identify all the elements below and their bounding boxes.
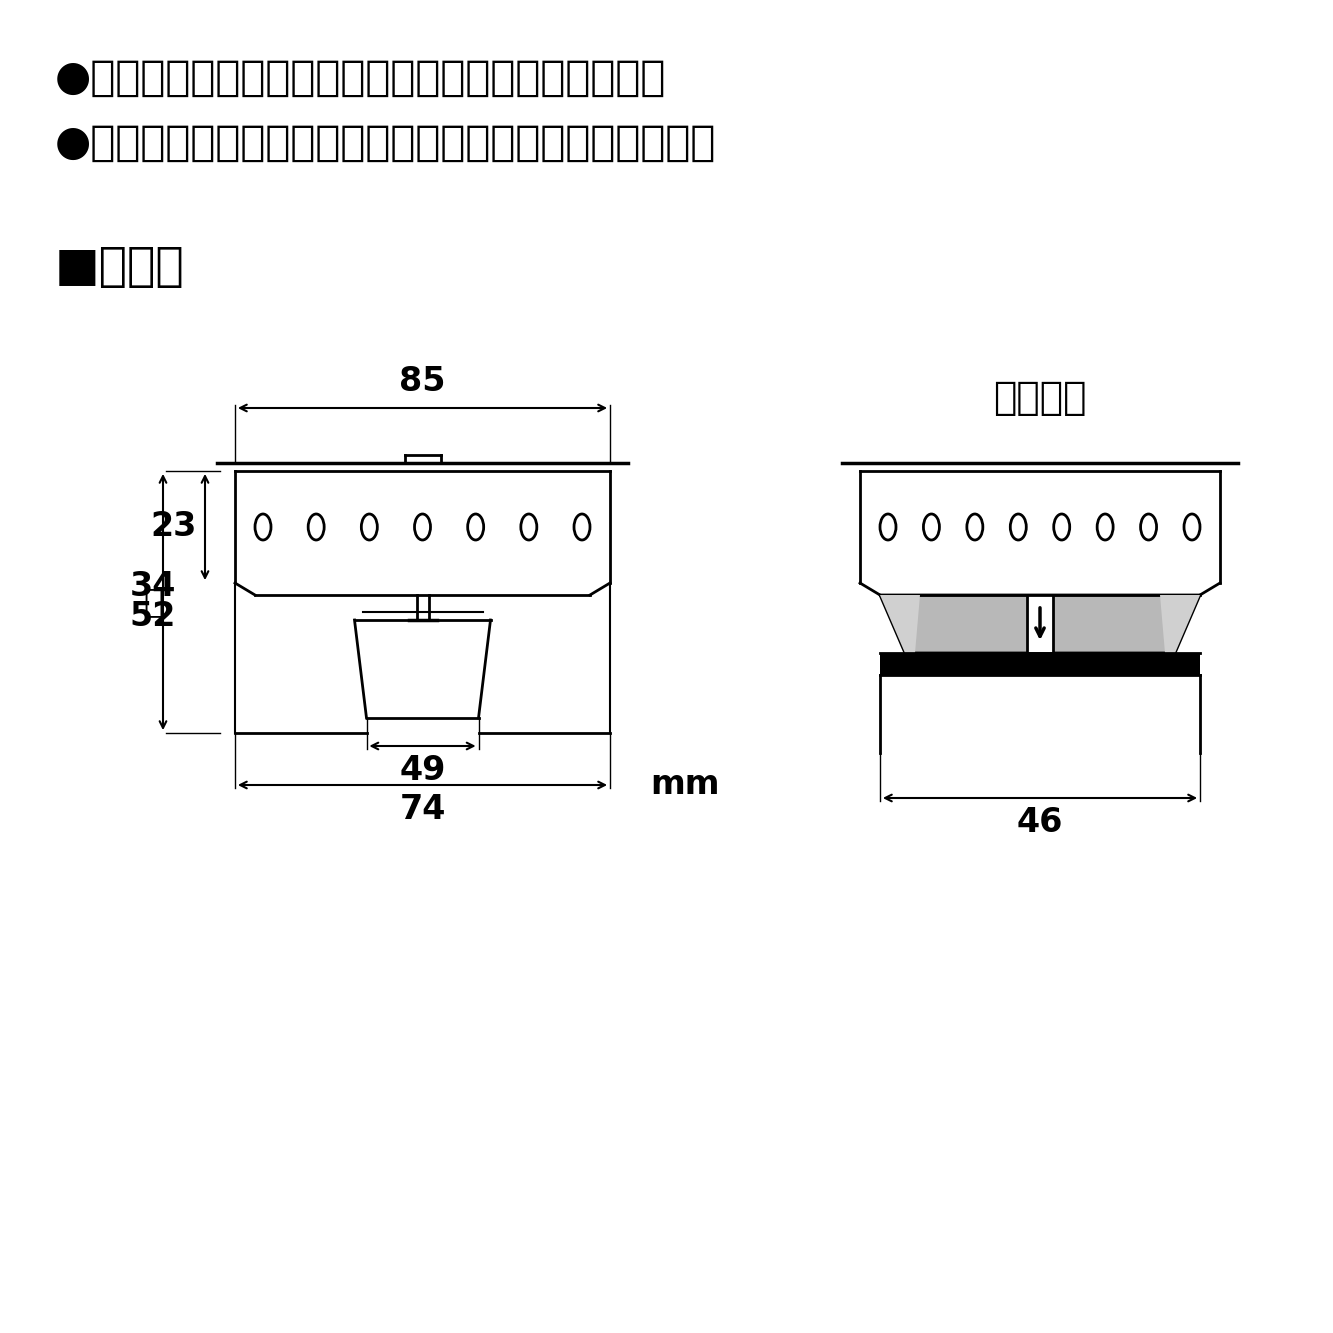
Bar xyxy=(1026,595,1053,653)
Text: 34: 34 xyxy=(129,571,176,604)
Text: 52: 52 xyxy=(129,600,176,633)
Text: ■サイズ: ■サイズ xyxy=(55,245,185,291)
Text: 85: 85 xyxy=(400,365,445,399)
Text: 一時止水: 一時止水 xyxy=(993,379,1086,417)
Polygon shape xyxy=(1160,595,1200,653)
Polygon shape xyxy=(880,595,1200,653)
Text: 46: 46 xyxy=(1017,806,1064,838)
Text: ●ステンレス流し台の排水栓に使用するゴミ受です。: ●ステンレス流し台の排水栓に使用するゴミ受です。 xyxy=(55,57,666,99)
Text: ～: ～ xyxy=(143,585,163,619)
Text: ●ツマミを回して蓋をすれば一時的に水留めが可能です。: ●ツマミを回して蓋をすれば一時的に水留めが可能です。 xyxy=(55,123,716,164)
Text: 23: 23 xyxy=(151,511,197,544)
Text: 49: 49 xyxy=(400,754,445,786)
Text: mm: mm xyxy=(651,769,720,801)
Polygon shape xyxy=(880,595,920,653)
Text: 74: 74 xyxy=(400,793,445,826)
Bar xyxy=(880,653,1200,674)
